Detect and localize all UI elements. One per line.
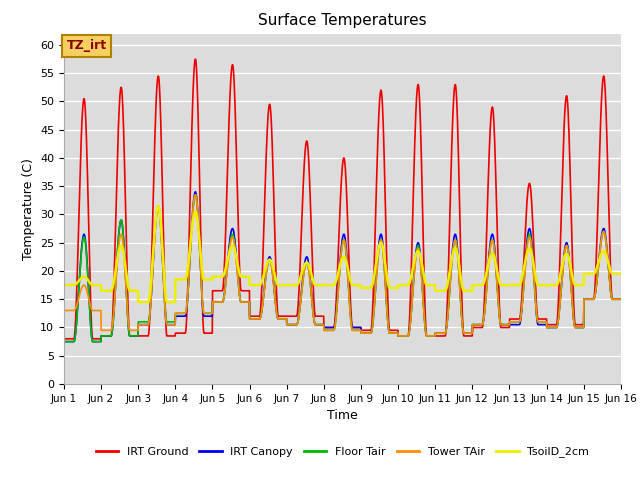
X-axis label: Time: Time (327, 409, 358, 422)
Title: Surface Temperatures: Surface Temperatures (258, 13, 427, 28)
Y-axis label: Temperature (C): Temperature (C) (22, 158, 35, 260)
Legend: IRT Ground, IRT Canopy, Floor Tair, Tower TAir, TsoilD_2cm: IRT Ground, IRT Canopy, Floor Tair, Towe… (91, 442, 594, 462)
Text: TZ_irt: TZ_irt (67, 39, 107, 52)
